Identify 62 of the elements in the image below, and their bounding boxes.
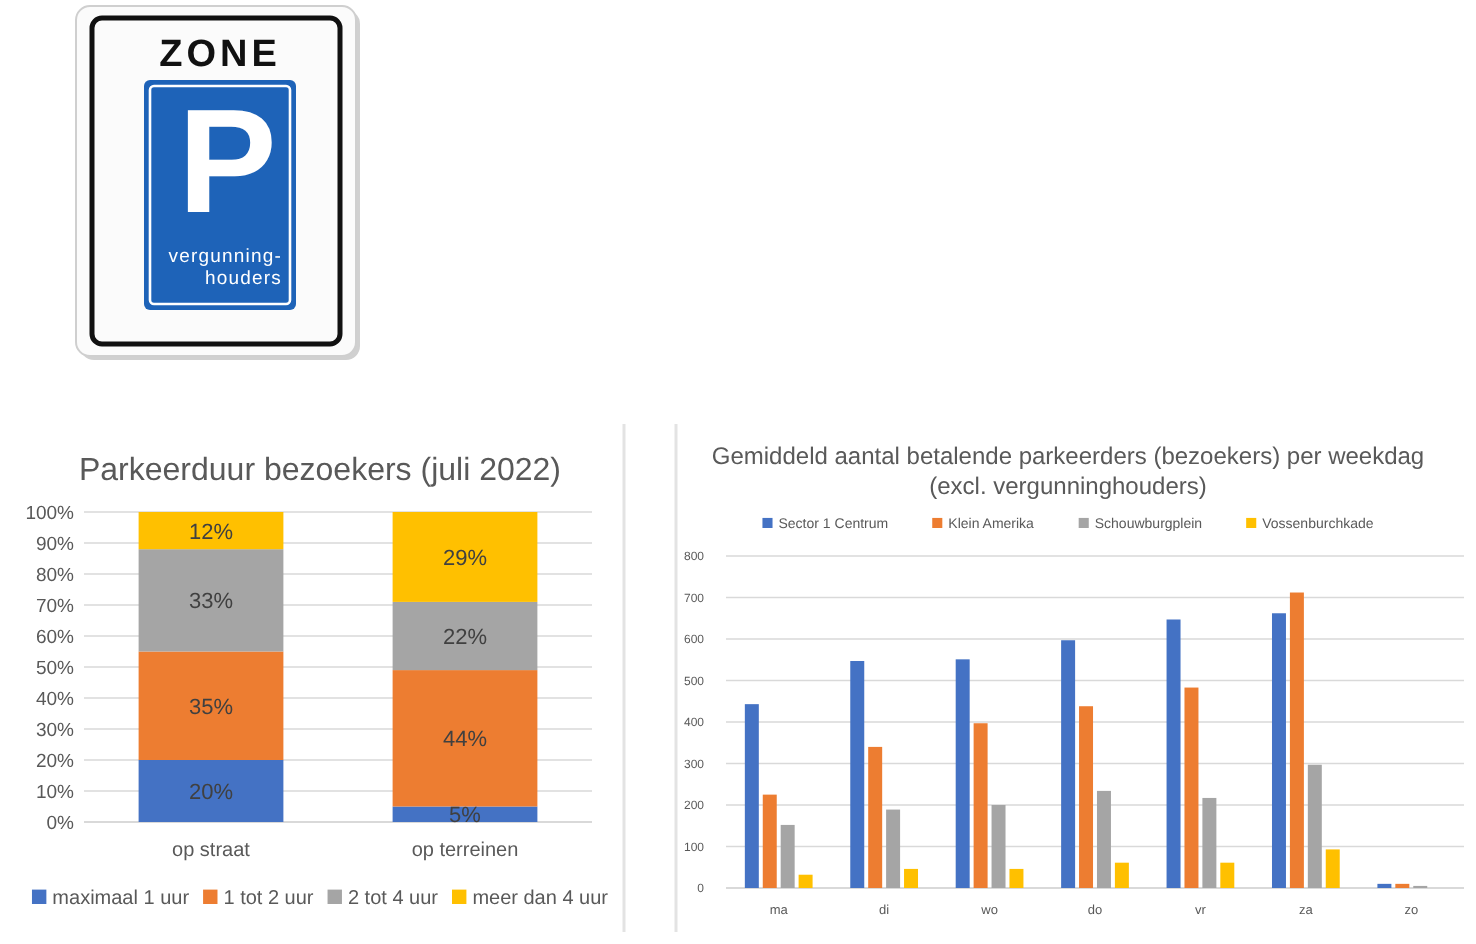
bar [955, 659, 970, 888]
bar [1096, 790, 1111, 888]
legend-label: 2 tot 4 uur [347, 888, 440, 910]
legend-label: maximaal 1 uur [52, 888, 191, 910]
text: P [178, 78, 277, 244]
x-tick-label: op straat [172, 840, 251, 862]
y-tick-label: 90% [35, 533, 76, 556]
bar [1166, 619, 1181, 888]
bar [1289, 592, 1304, 888]
data-label: 12% [188, 520, 234, 545]
data-label: 33% [188, 590, 234, 615]
bar [780, 824, 795, 888]
bar [138, 651, 284, 760]
y-tick-label: 50% [35, 657, 76, 680]
bar [1307, 764, 1322, 888]
bar [392, 512, 538, 602]
data-label: 44% [442, 728, 488, 753]
legend-label: 1 tot 2 uur [223, 888, 315, 910]
data-label: 22% [442, 625, 488, 650]
data-label: 20% [188, 780, 234, 805]
chart-title: Gemiddeld aantal betalende parkeerders (bezoekers) per weekdag [711, 442, 1425, 470]
bar [1325, 849, 1340, 888]
bar [1079, 706, 1094, 888]
bar [1202, 797, 1217, 888]
bar [1009, 868, 1024, 888]
text: ZONE [159, 34, 281, 76]
bar [850, 660, 865, 888]
bar [973, 723, 988, 888]
bar [1220, 862, 1235, 888]
bar [798, 874, 813, 888]
bar [991, 805, 1006, 888]
y-tick-label: 20% [35, 750, 76, 773]
bar [392, 670, 538, 807]
text: vergunning- [168, 246, 282, 268]
y-tick-label: 30% [35, 719, 76, 742]
bar [138, 549, 284, 652]
bar [1061, 640, 1076, 888]
bar [1184, 687, 1199, 888]
data-label: 29% [442, 546, 488, 571]
bar [1271, 613, 1286, 888]
bar [904, 868, 919, 888]
x-tick-label: op terreinen [411, 840, 519, 862]
y-tick-label: 60% [35, 626, 76, 649]
bar [886, 809, 901, 888]
bar [138, 512, 284, 550]
y-tick-label: 70% [35, 595, 76, 618]
bar [868, 746, 883, 888]
y-tick-label: 40% [35, 688, 76, 711]
legend-label: meer dan 4 uur [472, 888, 610, 910]
bar [138, 760, 284, 822]
bar [392, 601, 538, 671]
bar [762, 794, 777, 888]
y-tick-label: 0% [46, 812, 76, 835]
chart-subtitle: (excl. vergunninghouders) [929, 472, 1207, 500]
bar [744, 704, 759, 888]
y-tick-label: 10% [35, 781, 76, 804]
y-tick-label: 80% [35, 564, 76, 587]
chart-title: Parkeerduur bezoekers (juli 2022) [78, 454, 562, 488]
text: houders [204, 268, 282, 290]
bar [1114, 862, 1129, 888]
y-tick-label: 100% [25, 502, 76, 525]
data-label: 35% [188, 695, 234, 720]
